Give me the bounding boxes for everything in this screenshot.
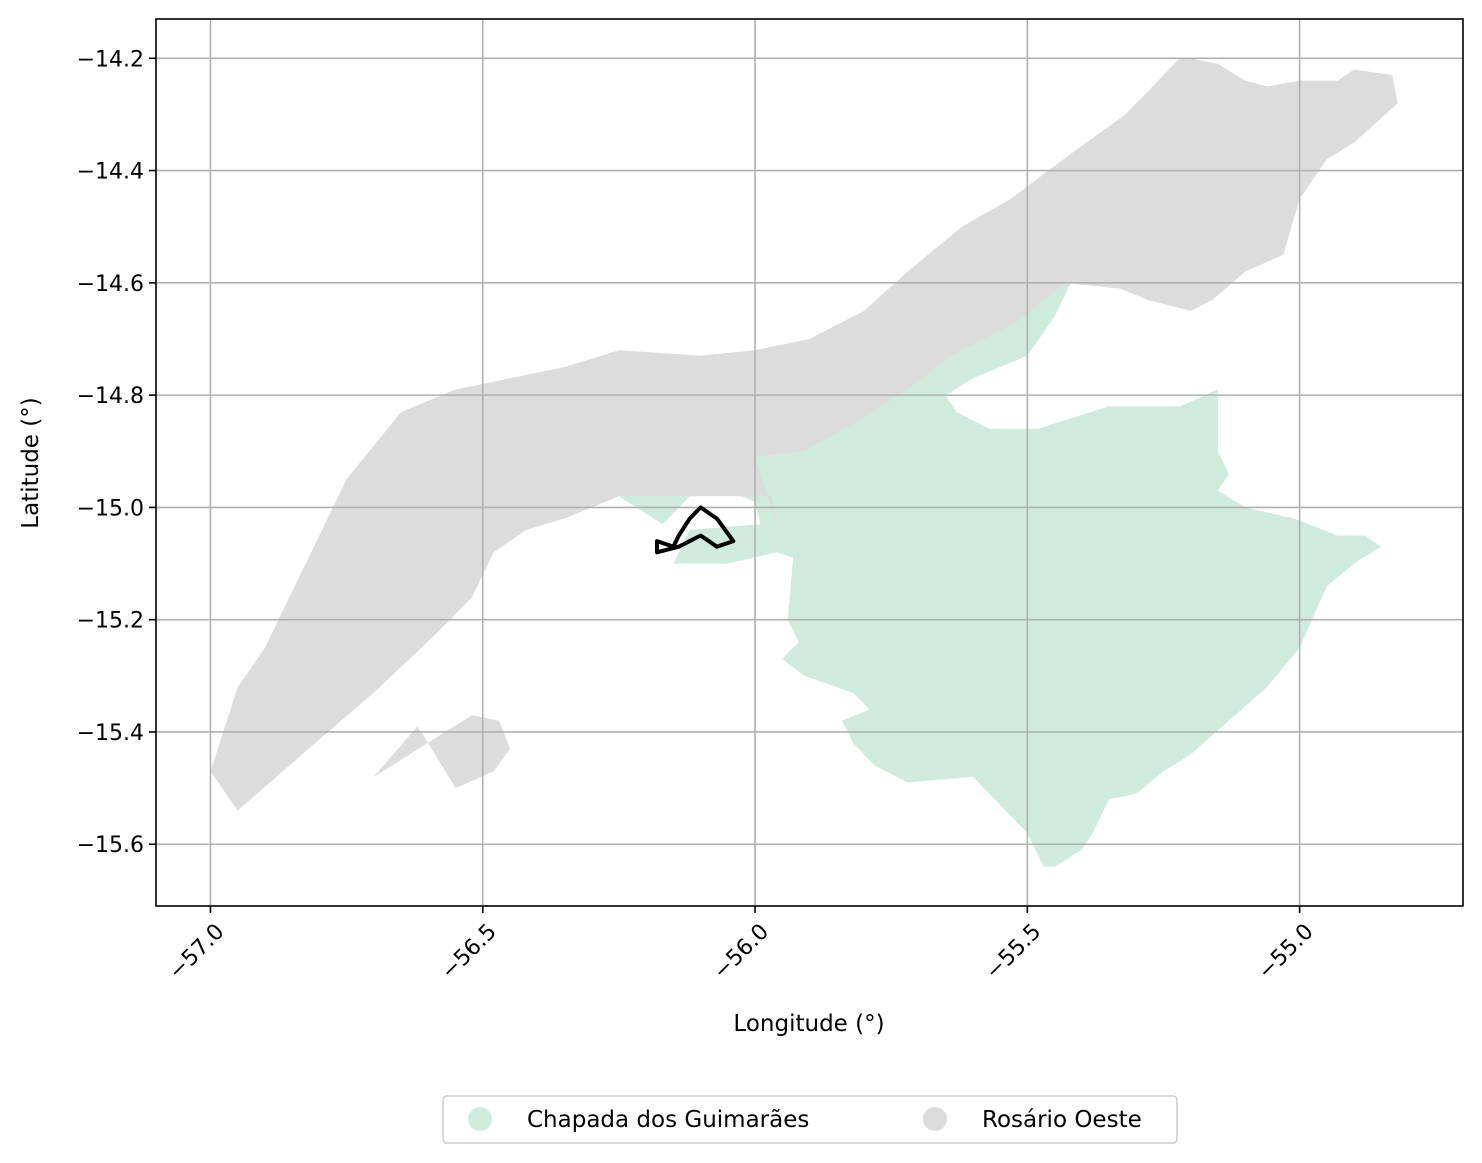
y-tick-label-4: −15.0 xyxy=(77,496,144,521)
y-tick-label-1: −14.4 xyxy=(77,160,144,185)
x-axis-label: Longitude (°) xyxy=(733,1011,884,1037)
region-rosario-oeste-1 xyxy=(373,715,510,789)
legend-swatch-rosario xyxy=(923,1107,947,1131)
region-chapada-dos-guimaraes-0 xyxy=(618,282,1382,867)
axes-frame xyxy=(155,18,1464,907)
x-tick-label-3: −55.5 xyxy=(981,919,1046,984)
legend-label-chapada: Chapada dos Guimarães xyxy=(527,1107,809,1133)
regions-layer xyxy=(210,58,1398,867)
y-tick-label-7: −15.6 xyxy=(77,833,144,858)
ticks-layer xyxy=(149,57,1301,913)
y-tick-label-0: −14.2 xyxy=(77,47,144,72)
legend-swatch-chapada xyxy=(468,1107,492,1131)
y-tick-label-6: −15.4 xyxy=(77,721,144,746)
legend: Chapada dos Guimarães Rosário Oeste xyxy=(442,1095,1178,1144)
x-tick-label-1: −56.5 xyxy=(436,919,501,984)
study-area-outline xyxy=(655,505,736,555)
y-tick-label-3: −14.8 xyxy=(77,384,144,409)
outline-layer xyxy=(655,505,736,555)
legend-box xyxy=(442,1095,1178,1144)
region-rosario-oeste-0 xyxy=(210,58,1398,811)
x-tick-label-0: −57.0 xyxy=(164,919,229,984)
grid-layer xyxy=(156,19,1463,906)
legend-label-rosario: Rosário Oeste xyxy=(982,1107,1142,1133)
x-tick-label-4: −55.0 xyxy=(1253,919,1318,984)
x-tick-label-2: −56.0 xyxy=(709,919,774,984)
y-tick-label-2: −14.6 xyxy=(77,272,144,297)
y-axis-label: Latitude (°) xyxy=(18,397,44,528)
y-tick-label-5: −15.2 xyxy=(77,609,144,634)
